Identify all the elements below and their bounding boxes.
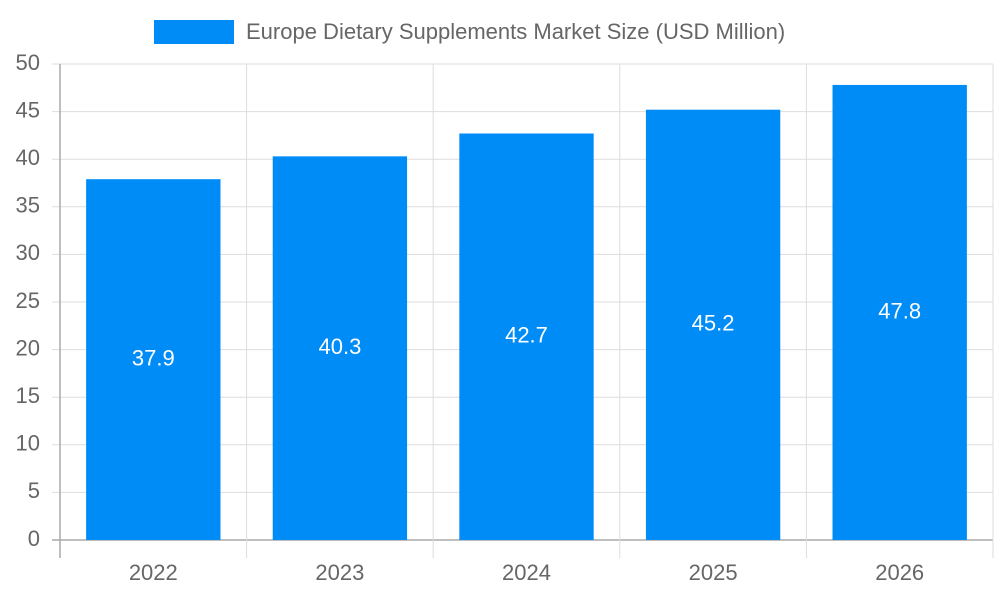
y-tick-label: 0 — [28, 526, 40, 551]
bar — [459, 133, 594, 540]
legend-swatch[interactable] — [154, 20, 234, 44]
bar-value-label: 40.3 — [318, 334, 361, 359]
x-tick-label: 2022 — [129, 560, 178, 585]
bar — [86, 179, 221, 540]
bar-value-label: 47.8 — [878, 298, 921, 323]
y-tick-label: 15 — [16, 383, 40, 408]
bar-value-label: 42.7 — [505, 323, 548, 348]
y-tick-label: 5 — [28, 478, 40, 503]
legend-label[interactable]: Europe Dietary Supplements Market Size (… — [246, 19, 785, 44]
bar-value-label: 37.9 — [132, 345, 175, 370]
y-tick-label: 10 — [16, 431, 40, 456]
y-tick-label: 25 — [16, 288, 40, 313]
x-tick-label: 2023 — [315, 560, 364, 585]
y-tick-label: 45 — [16, 97, 40, 122]
x-tick-label: 2026 — [875, 560, 924, 585]
y-tick-label: 20 — [16, 335, 40, 360]
bar-value-label: 45.2 — [692, 311, 735, 336]
bar — [272, 156, 408, 540]
bar — [645, 109, 781, 541]
bar — [832, 84, 967, 540]
y-tick-label: 50 — [16, 50, 40, 75]
y-tick-label: 30 — [16, 240, 40, 265]
x-tick-label: 2025 — [689, 560, 738, 585]
y-tick-label: 35 — [16, 193, 40, 218]
x-tick-label: 2024 — [502, 560, 551, 585]
y-tick-label: 40 — [16, 145, 40, 170]
